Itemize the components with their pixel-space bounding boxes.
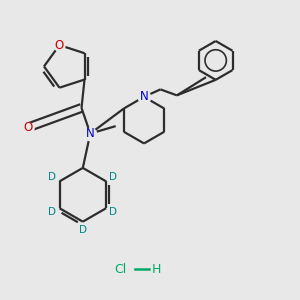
Text: D: D bbox=[109, 207, 117, 218]
Text: N: N bbox=[140, 90, 148, 103]
Text: D: D bbox=[79, 225, 87, 235]
Text: Cl: Cl bbox=[114, 263, 126, 276]
Text: D: D bbox=[48, 172, 56, 182]
Text: D: D bbox=[48, 207, 56, 218]
Text: O: O bbox=[55, 39, 64, 52]
Text: O: O bbox=[23, 121, 32, 134]
Text: H: H bbox=[151, 263, 161, 276]
Text: D: D bbox=[109, 172, 117, 182]
Text: N: N bbox=[86, 127, 95, 140]
